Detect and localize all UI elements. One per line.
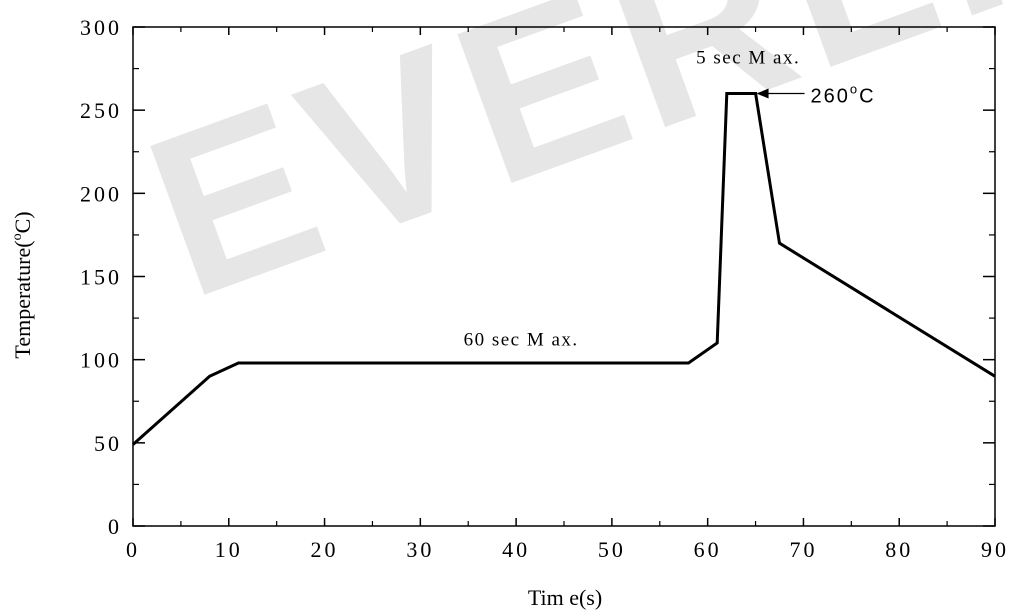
- x-tick-label: 20: [311, 537, 339, 562]
- y-tick-label: 200: [80, 181, 122, 206]
- watermark-text: EVERLIGHT: [119, 0, 1014, 346]
- annotation-peak-time: 5 sec M ax.: [696, 48, 800, 69]
- annotation-soak-time: 60 sec M ax.: [464, 330, 579, 351]
- annotation-peak-temp: 260oC: [811, 82, 876, 108]
- ticks: 0 10 20 30 40 50 60 70 80 90 0 50 100 150 200 250 300: [80, 15, 1009, 562]
- x-tick-label: 40: [502, 537, 530, 562]
- x-tick-label: 90: [981, 537, 1009, 562]
- x-tick-label: 30: [406, 537, 434, 562]
- x-tick-label: 10: [215, 537, 243, 562]
- annotation-peak-temp-sup: o: [850, 82, 859, 97]
- y-axis-title-sup: o: [10, 233, 25, 240]
- x-tick-label: 50: [598, 537, 626, 562]
- x-tick-label: 0: [126, 537, 140, 562]
- y-tick-label: 0: [108, 514, 122, 539]
- y-tick-label: 300: [80, 15, 122, 40]
- y-tick-label: 50: [94, 431, 122, 456]
- x-tick-label: 80: [885, 537, 913, 562]
- y-tick-label: 150: [80, 265, 122, 290]
- x-tick-label: 60: [694, 537, 722, 562]
- annotation-peak-temp-value: 260: [811, 86, 850, 108]
- y-tick-label: 250: [80, 98, 122, 123]
- annotation-peak-temp-unit: C: [859, 86, 875, 108]
- annotation-arrow-head: [756, 88, 769, 99]
- y-axis-title: Temperature(oC): [10, 211, 35, 358]
- y-axis-title-main: Temperature(: [10, 240, 35, 358]
- x-axis-title: Tim e(s): [528, 585, 602, 610]
- y-axis-title-end: C): [10, 211, 35, 233]
- annotations: 60 sec M ax. 5 sec M ax. 260oC: [464, 48, 876, 351]
- series: [132, 92, 996, 446]
- x-tick-label: 70: [789, 537, 817, 562]
- series-line-0: [132, 92, 996, 446]
- y-tick-label: 100: [80, 348, 122, 373]
